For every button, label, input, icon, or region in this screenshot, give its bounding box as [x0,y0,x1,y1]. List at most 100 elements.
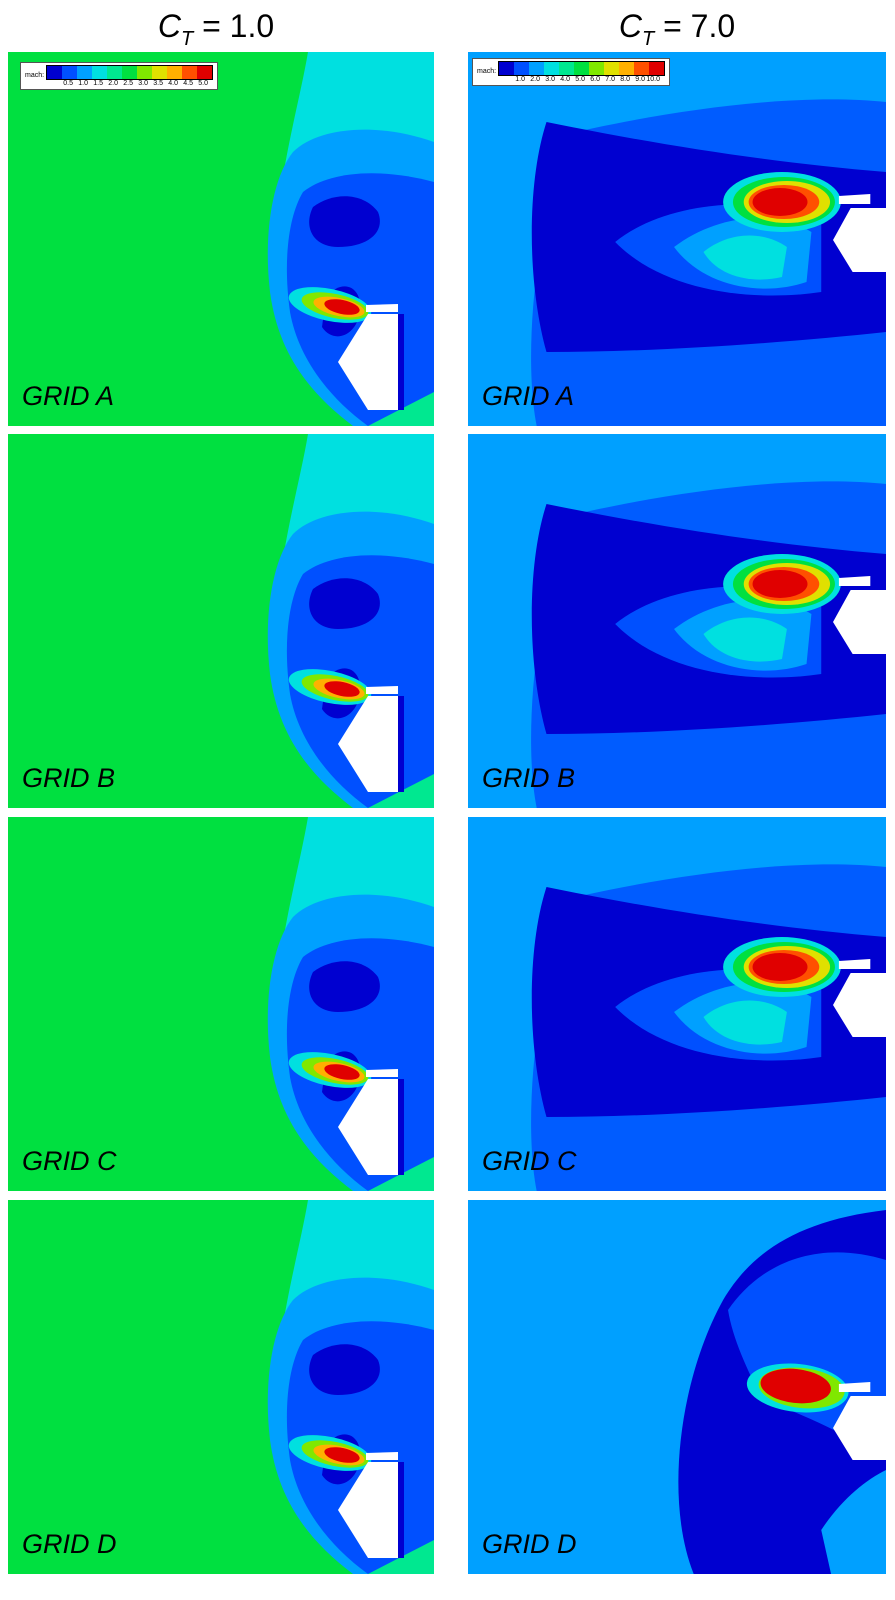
nozzle [366,304,398,312]
body-edge [398,314,404,410]
column-title-ct7: CT = 7.0 [468,4,886,50]
contour-plot [8,1200,434,1574]
colorbar-swatch [182,66,198,79]
jet-plume [288,1052,372,1088]
colorbar-tick-label: 5.0 [198,80,208,87]
colorbar-swatch [634,62,650,75]
jet-plume [746,1363,849,1413]
contour-band [703,235,787,280]
jet-core [752,953,808,981]
body-geometry [338,686,404,792]
body [338,1079,398,1175]
grid-label: GRID C [22,1146,117,1176]
body [833,973,886,1037]
ct-subscript: T [641,28,655,50]
colorbar-tick-label: 0.5 [63,80,73,87]
colorbar-swatch [529,62,545,75]
contour-panel-ct1-grid-a: GRID A [8,52,434,426]
colorbar-swatch [649,62,665,75]
colorbar-swatch [499,62,515,75]
contour-panel-ct7-grid-b: GRID B [468,434,886,808]
body-geometry [338,1069,404,1175]
contour-plot [468,52,886,426]
contour-panel-ct1-grid-d: GRID D [8,1200,434,1574]
ct-symbol: C [618,8,642,44]
body [338,314,398,410]
grid-label: GRID A [482,381,575,411]
colorbar-swatch [137,66,153,79]
colorbar-swatch [544,62,560,75]
colorbar-tick-label: 4.0 [560,76,570,83]
nozzle [838,576,871,586]
body [833,1396,886,1460]
colorbar-swatch [197,66,213,79]
colorbar-ticks: 1.0 2.0 3.0 4.0 5.0 6.0 7.0 8.0 9.0 10.0 [510,76,665,84]
nozzle [366,686,398,694]
grid-label: GRID B [482,763,576,793]
contour-plot [468,1200,886,1574]
body-geometry [833,1382,886,1460]
mach-colorbar-ct1: mach: 0.5 1.0 1.5 2.0 2.5 3.0 3.5 4.0 4.5 5.0 [20,62,219,90]
colorbar-swatch [122,66,138,79]
grid-label: GRID C [482,1146,577,1176]
colorbar-swatch [107,66,123,79]
jet-plume [288,1435,372,1471]
colorbar-tick-label: 4.5 [183,80,193,87]
colorbar-tick-label: 5.0 [575,76,585,83]
colorbar-tick-label: 1.0 [515,76,525,83]
jet-plume [723,937,841,997]
colorbar-tick-label: 2.0 [530,76,540,83]
colorbar-swatch [574,62,590,75]
body-edge [398,696,404,792]
grid-label: GRID A [22,381,115,411]
colorbar-swatch [589,62,605,75]
body-geometry [338,304,404,410]
body-edge [398,1079,404,1175]
jet-core [324,1064,360,1080]
colorbar-tick-label: 7.0 [605,76,615,83]
nozzle [838,959,871,969]
colorbar-tick-label: 4.0 [168,80,178,87]
contour-band [309,961,380,1012]
body-geometry [833,576,886,654]
colorbar-tick-label: 3.0 [138,80,148,87]
body-geometry [833,959,886,1037]
ct-subscript: T [180,28,194,50]
colorbar-ticks: 0.5 1.0 1.5 2.0 2.5 3.0 3.5 4.0 4.5 5.0 [58,80,213,88]
body-geometry [833,194,886,272]
column-title-ct1: CT = 1.0 [8,4,424,50]
ct-value: = 7.0 [663,8,736,44]
jet-core [324,1447,360,1463]
body-edge [398,1462,404,1558]
colorbar-swatch [47,66,63,79]
colorbar-swatches [46,65,214,80]
grid-label: GRID D [22,1529,117,1559]
colorbar-tick-label: 3.0 [545,76,555,83]
contour-band [703,617,787,662]
colorbar-label: mach: [25,72,45,79]
ct-value: = 1.0 [202,8,275,44]
body [338,696,398,792]
nozzle [838,194,871,204]
contour-panel-ct7-grid-d: GRID D [468,1200,886,1574]
jet-core [324,681,360,697]
contour-plot [468,817,886,1191]
grid-label: GRID B [22,763,116,793]
colorbar-swatch [167,66,183,79]
contour-band [703,1000,787,1045]
jet-plume [723,172,841,232]
contour-band [821,1470,886,1574]
jet-core [752,570,808,598]
colorbar-tick-label: 10.0 [646,76,660,83]
contour-panel-ct7-grid-a: GRID A [468,52,886,426]
nozzle [838,1382,871,1392]
nozzle [366,1452,398,1460]
colorbar-swatch [77,66,93,79]
body-geometry [338,1452,404,1558]
colorbar-tick-label: 2.0 [108,80,118,87]
colorbar-swatch [514,62,530,75]
body [833,590,886,654]
jet-plume [288,669,372,705]
colorbar-swatch [152,66,168,79]
colorbar-label: mach: [477,68,497,75]
